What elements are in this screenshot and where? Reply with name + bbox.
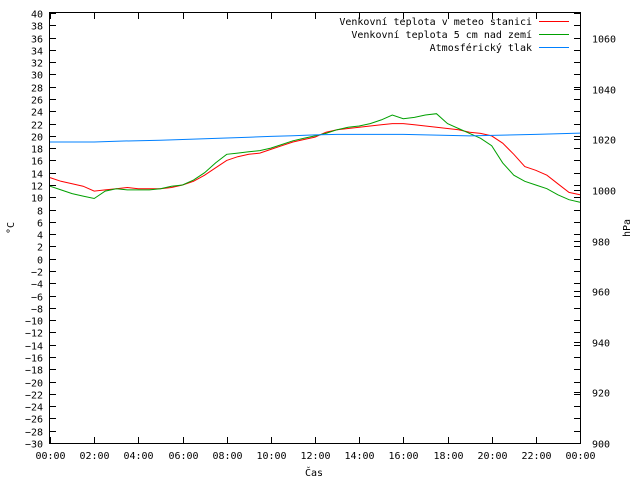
y-left-tick-label: 28 <box>31 84 43 95</box>
x-tick-label: 00:00 <box>35 451 65 462</box>
y-left-tick-label: 10 <box>31 194 43 205</box>
y-left-tick-label: −20 <box>25 379 43 390</box>
y-right-tick-label: 1040 <box>592 86 616 97</box>
y-left-tick-label: −14 <box>25 342 43 353</box>
y-left-tick-label: −28 <box>25 428 43 439</box>
y-axis-label-right: hPa <box>622 219 633 237</box>
legend-label: Atmosférický tlak <box>430 42 532 54</box>
y-right-tick-label: 1060 <box>592 35 616 46</box>
y-left-tick-label: −2 <box>31 268 43 279</box>
legend: Venkovní teplota v meteo staniciVenkovní… <box>339 16 569 54</box>
y-left-tick-label: 20 <box>31 133 43 144</box>
legend-label: Venkovní teplota 5 cm nad zemí <box>351 29 532 41</box>
y-left-tick-label: 18 <box>31 145 43 156</box>
x-tick-label: 00:00 <box>565 451 595 462</box>
x-tick-label: 20:00 <box>477 451 507 462</box>
x-tick-label: 08:00 <box>212 451 242 462</box>
y-left-tick-label: 32 <box>31 59 43 70</box>
y-right-tick-label: 980 <box>592 238 610 249</box>
y-right-tick-label: 960 <box>592 288 610 299</box>
y-axis-label-left: °C <box>6 222 17 234</box>
y-left-tick-label: 4 <box>37 231 43 242</box>
y-left-tick-label: 38 <box>31 22 43 33</box>
y-left-tick-label: −10 <box>25 317 43 328</box>
y-left-tick-label: 30 <box>31 71 43 82</box>
y-left-tick-label: −4 <box>31 280 43 291</box>
x-axis: 00:00 02:00 04:00 06:00 08:00 10:00 12:00 14:00… <box>35 13 596 462</box>
y-left-tick-label: 6 <box>37 219 43 230</box>
legend-label: Venkovní teplota v meteo stanici <box>339 16 532 28</box>
y-right-tick-label: 1000 <box>592 187 616 198</box>
y-left-tick-label: 36 <box>31 35 43 46</box>
y-left-tick-label: 34 <box>31 47 43 58</box>
y-left-tick-label: 24 <box>31 108 43 119</box>
x-tick-label: 02:00 <box>79 451 109 462</box>
y-left-tick-label: 12 <box>31 182 43 193</box>
series-line-atmosf-rick-tlak <box>50 132 581 143</box>
y-left-tick-label: −22 <box>25 391 43 402</box>
x-tick-label: 18:00 <box>433 451 463 462</box>
y-left-tick-label: 26 <box>31 96 43 107</box>
y-left-tick-label: −24 <box>25 403 43 414</box>
y-right-tick-label: 900 <box>592 440 610 451</box>
x-tick-label: 16:00 <box>388 451 418 462</box>
y-right-tick-label: 920 <box>592 389 610 400</box>
x-tick-label: 22:00 <box>521 451 551 462</box>
y-right-tick-label: 940 <box>592 339 610 350</box>
y-left-tick-label: −12 <box>25 329 43 340</box>
y-left-tick-label: 2 <box>37 243 43 254</box>
x-tick-label: 14:00 <box>344 451 374 462</box>
x-axis-label: Čas <box>305 466 323 479</box>
y-left-tick-label: −18 <box>25 366 43 377</box>
series-line-venkovn-teplota-5-cm-nad-zem- <box>49 113 581 203</box>
y-left-tick-label: −26 <box>25 415 43 426</box>
series-lines <box>49 113 581 203</box>
y-left-tick-label: −6 <box>31 293 43 304</box>
y-left-tick-label: 16 <box>31 157 43 168</box>
x-tick-label: 10:00 <box>256 451 286 462</box>
right-axis: 900 920 940 960 980 1000 1020 1040 1060 <box>574 35 616 451</box>
x-tick-label: 04:00 <box>123 451 153 462</box>
y-left-tick-label: 40 <box>31 10 43 21</box>
y-left-tick-label: −30 <box>25 440 43 451</box>
y-left-tick-label: 14 <box>31 170 43 181</box>
y-left-tick-label: −16 <box>25 354 43 365</box>
y-left-tick-label: 0 <box>37 256 43 267</box>
y-left-tick-label: 8 <box>37 207 43 218</box>
x-tick-label: 06:00 <box>168 451 198 462</box>
y-left-tick-label: 22 <box>31 121 43 132</box>
plot-area-border <box>49 12 581 444</box>
x-tick-label: 12:00 <box>300 451 330 462</box>
left-axis: −30−28−26−24−22−20−18−16−14−12−10−8−6−4−… <box>25 10 580 451</box>
y-right-tick-label: 1020 <box>592 136 616 147</box>
y-left-tick-label: −8 <box>31 305 43 316</box>
